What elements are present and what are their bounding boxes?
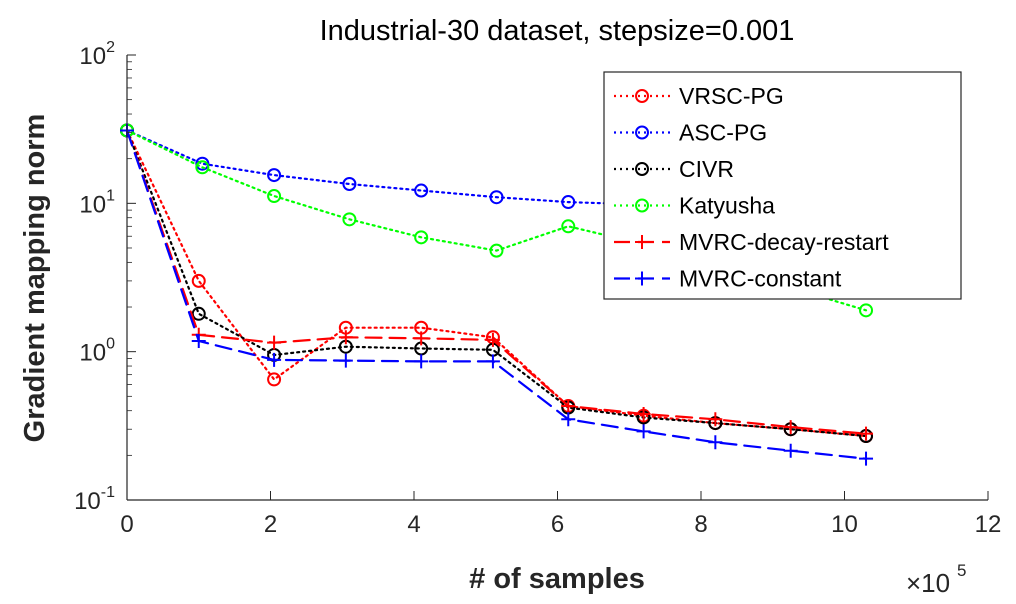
data-point bbox=[561, 219, 576, 234]
data-point bbox=[783, 443, 798, 458]
data-point bbox=[636, 424, 651, 439]
legend-label: MVRC-decay-restart bbox=[679, 229, 889, 255]
data-point bbox=[561, 195, 576, 210]
data-point bbox=[414, 354, 429, 369]
data-point bbox=[635, 89, 649, 103]
data-point bbox=[414, 183, 429, 198]
y-axis-label: Gradient mapping norm bbox=[19, 114, 51, 443]
legend-label: Katyusha bbox=[679, 193, 775, 219]
data-point bbox=[414, 331, 429, 346]
legend-label: MVRC-constant bbox=[679, 266, 842, 292]
data-point bbox=[489, 243, 504, 258]
data-point bbox=[191, 334, 206, 349]
data-point bbox=[561, 412, 576, 427]
legend-box bbox=[603, 71, 962, 300]
data-point bbox=[636, 406, 651, 421]
data-point bbox=[191, 306, 206, 321]
legend-item: VRSC-PG bbox=[614, 83, 784, 109]
data-point bbox=[267, 168, 282, 183]
x-tick-label: 8 bbox=[694, 511, 707, 538]
x-multiplier: ×10 5 bbox=[906, 561, 966, 598]
data-point bbox=[708, 435, 723, 450]
x-multiplier-base: ×10 bbox=[906, 568, 950, 598]
data-point bbox=[267, 335, 282, 350]
data-point bbox=[342, 177, 357, 192]
legend-label: VRSC-PG bbox=[679, 83, 784, 109]
legend-label: ASC-PG bbox=[679, 120, 767, 146]
data-point bbox=[338, 330, 353, 345]
data-point bbox=[561, 399, 576, 414]
data-point bbox=[635, 271, 649, 286]
data-point bbox=[859, 303, 874, 318]
x-tick-label: 12 bbox=[975, 511, 1002, 538]
data-point bbox=[342, 212, 357, 227]
data-point bbox=[191, 273, 206, 288]
data-point bbox=[859, 426, 874, 441]
data-point bbox=[783, 420, 798, 435]
legend-item: CIVR bbox=[614, 156, 734, 182]
data-point bbox=[267, 352, 282, 367]
y-tick-label: 102 bbox=[79, 39, 115, 70]
chart-title: Industrial-30 dataset, stepsize=0.001 bbox=[320, 15, 795, 47]
x-multiplier-exponent: 5 bbox=[957, 561, 966, 580]
series-mvrc-constant bbox=[120, 123, 874, 466]
y-tick-label: 10-1 bbox=[74, 484, 115, 515]
legend-item: ASC-PG bbox=[614, 120, 767, 146]
data-point bbox=[195, 160, 210, 175]
data-point bbox=[635, 235, 649, 249]
data-point bbox=[859, 451, 874, 466]
data-point bbox=[485, 332, 500, 347]
data-point bbox=[635, 198, 649, 213]
legend: VRSC-PG ASC-PG CIVR Katyusha MVRC-decay-rest… bbox=[603, 71, 962, 300]
x-tick-label: 0 bbox=[120, 511, 133, 538]
data-point bbox=[708, 412, 723, 427]
x-tick-label: 6 bbox=[551, 511, 564, 538]
data-point bbox=[635, 125, 649, 140]
series-line bbox=[125, 129, 868, 438]
y-tick-label: 101 bbox=[79, 187, 115, 218]
legend-item: MVRC-constant bbox=[614, 266, 842, 292]
x-tick-label: 4 bbox=[407, 511, 420, 538]
data-point bbox=[485, 354, 500, 369]
y-tick-label: 100 bbox=[79, 336, 115, 367]
data-point bbox=[414, 230, 429, 245]
x-tick-label: 2 bbox=[264, 511, 277, 538]
data-point bbox=[635, 162, 649, 176]
data-point bbox=[338, 353, 353, 368]
legend-label: CIVR bbox=[679, 156, 734, 182]
legend-item: Katyusha bbox=[614, 193, 775, 219]
axes-layer: 0 2 4 6 8 10 12 102 101 100 10-1 bbox=[74, 39, 1001, 538]
legend-item: MVRC-decay-restart bbox=[614, 229, 889, 255]
x-tick-label: 10 bbox=[831, 511, 858, 538]
data-point bbox=[267, 189, 282, 204]
x-axis-label: # of samples bbox=[469, 563, 645, 595]
data-point bbox=[267, 372, 282, 387]
data-point bbox=[489, 190, 504, 205]
